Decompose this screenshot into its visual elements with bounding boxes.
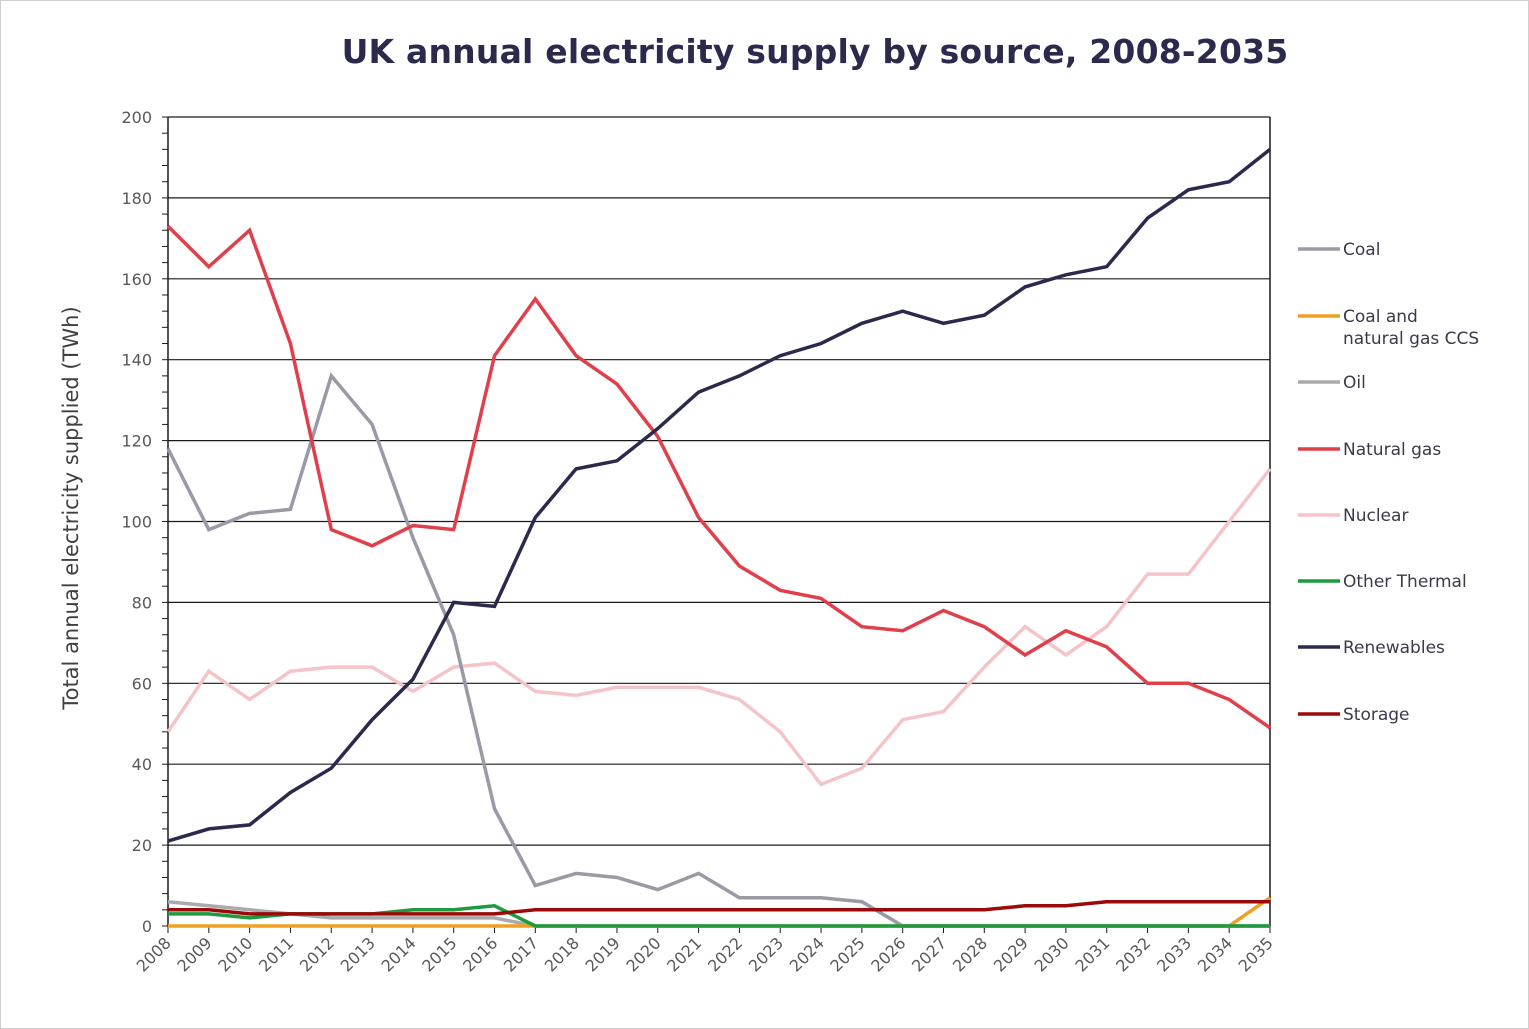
x-tick-label: 2027 — [908, 933, 950, 975]
series-line-storage — [168, 899, 1270, 916]
x-tick-label: 2028 — [949, 933, 991, 975]
x-tick-label: 2022 — [704, 933, 746, 975]
x-tick-label: 2017 — [500, 933, 542, 975]
x-tick-label: 2009 — [173, 933, 215, 975]
legend-label: Storage — [1343, 705, 1410, 725]
y-tick-label: 200 — [121, 108, 152, 127]
x-tick-label: 2023 — [745, 933, 787, 975]
x-tick-label: 2030 — [1031, 933, 1073, 975]
x-tick-label: 2025 — [826, 933, 868, 975]
chart-title: UK annual electricity supply by source, … — [341, 32, 1289, 71]
x-tick-label: 2010 — [214, 933, 256, 975]
x-tick-label: 2013 — [337, 933, 379, 975]
x-tick-label: 2012 — [296, 933, 338, 975]
series-line-nuclear — [166, 467, 1272, 787]
y-tick-label: 160 — [121, 270, 152, 289]
y-tick-label: 0 — [142, 917, 152, 936]
x-tick-label: 2031 — [1071, 933, 1113, 975]
x-tick-label: 2015 — [418, 933, 460, 975]
gridlines — [168, 116, 1270, 846]
x-tick-label: 2011 — [255, 933, 297, 975]
y-tick-label: 40 — [132, 755, 152, 774]
legend-label: Coal and — [1343, 307, 1418, 327]
y-tick-label: 140 — [121, 351, 152, 370]
y-tick-label: 80 — [132, 593, 152, 612]
x-tick-label: 2024 — [786, 933, 828, 975]
legend-label: Natural gas — [1343, 440, 1441, 460]
x-tick-label: 2020 — [622, 933, 664, 975]
x-tick-label: 2029 — [990, 933, 1032, 975]
y-tick-label: 20 — [132, 836, 152, 855]
series-line-coal — [166, 372, 1270, 928]
x-tick-label: 2032 — [1112, 933, 1154, 975]
legend-label: natural gas CCS — [1343, 329, 1479, 349]
legend-label: Oil — [1343, 373, 1366, 393]
series-line-renewables — [167, 148, 1272, 843]
series-lines — [166, 148, 1272, 928]
x-tick-label: 2014 — [377, 933, 419, 975]
x-tick-label: 2035 — [1235, 933, 1277, 975]
x-tick-label: 2018 — [541, 933, 583, 975]
x-tick-label: 2021 — [663, 933, 705, 975]
x-tick-label: 2008 — [133, 933, 175, 975]
y-tick-label: 100 — [121, 513, 152, 532]
x-tick-label: 2026 — [867, 933, 909, 975]
y-tick-label: 60 — [132, 674, 152, 693]
x-tick-label: 2033 — [1153, 933, 1195, 975]
x-tick-label: 2034 — [1194, 933, 1236, 975]
legend-label: Other Thermal — [1343, 572, 1467, 592]
y-tick-label: 180 — [121, 189, 152, 208]
series-line-natural-gas — [166, 224, 1271, 730]
x-tick-label: 2016 — [459, 933, 501, 975]
y-tick-label: 120 — [121, 432, 152, 451]
legend-label: Renewables — [1343, 638, 1445, 658]
legend-label: Nuclear — [1343, 506, 1408, 526]
y-axis-label: Total annual electricity supplied (TWh) — [59, 306, 83, 710]
x-tick-label: 2019 — [582, 933, 624, 975]
legend-label: Coal — [1343, 240, 1380, 260]
